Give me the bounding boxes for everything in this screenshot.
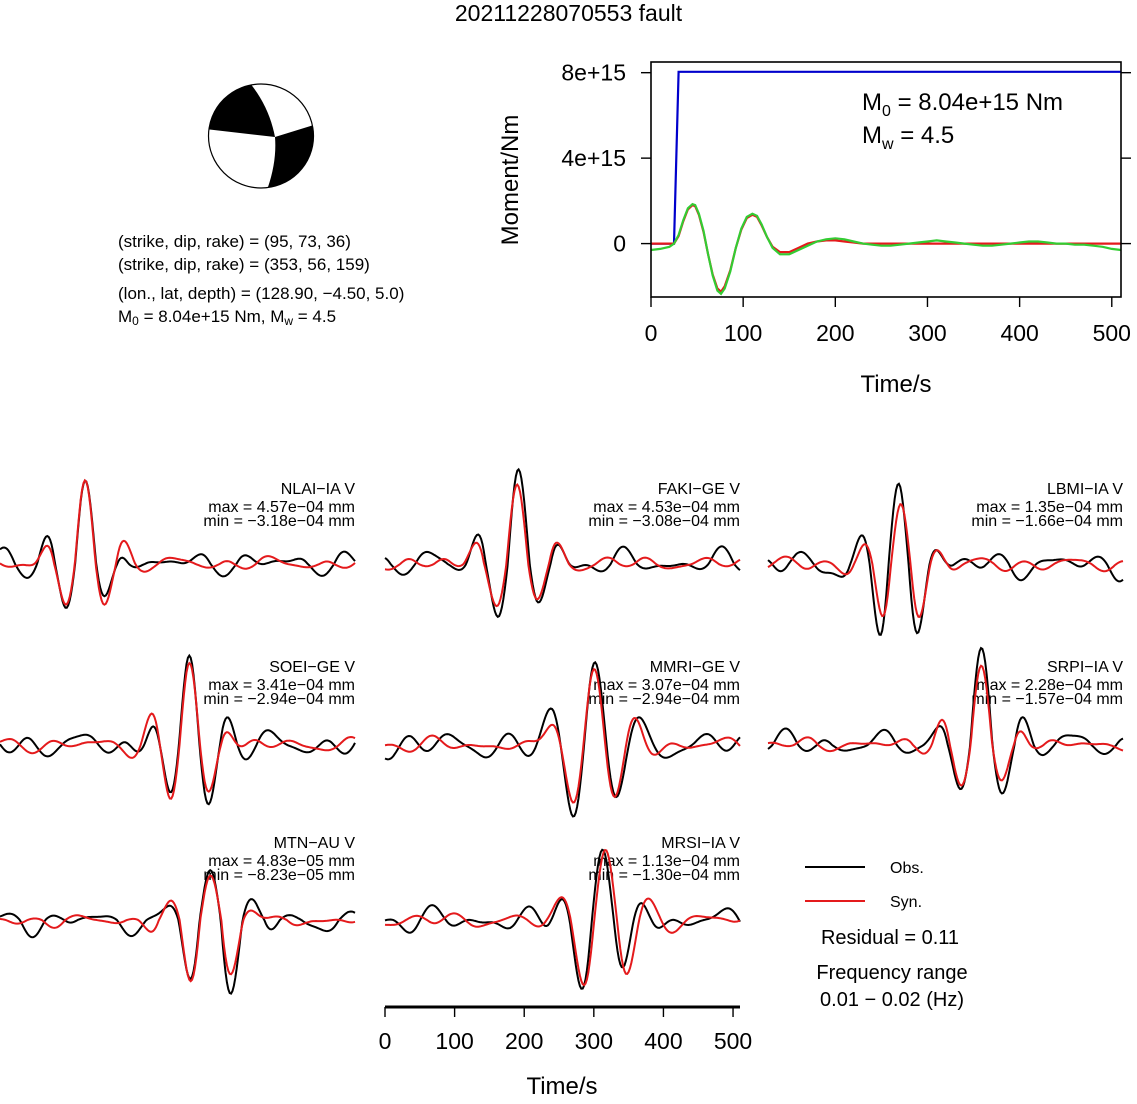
station-name: MTN−AU V: [274, 835, 356, 852]
x-tick-label: 0: [645, 320, 658, 346]
station-max: max = 2.28e−04 mm: [976, 677, 1123, 694]
location-depth: (lon., lat, depth) = (128.90, −4.50, 5.0…: [118, 284, 405, 303]
time-tick-label: 300: [575, 1028, 613, 1054]
fit-series-line: [650, 202, 1122, 296]
time-tick-label: 100: [435, 1028, 473, 1054]
y-tick-label: 4e+15: [561, 145, 626, 171]
time-tick-label: 0: [379, 1028, 392, 1054]
x-tick-label: 200: [816, 320, 854, 346]
residual-text: Residual = 0.11: [821, 927, 959, 949]
station-max: max = 4.53e−04 mm: [593, 499, 740, 516]
station-name: NLAI−IA V: [281, 481, 356, 498]
synthetic-waveform: [384, 848, 741, 987]
station-name: MRSI−IA V: [661, 835, 740, 852]
station-min: min = −3.18e−04 mm: [203, 513, 355, 530]
observed-waveform: [767, 646, 1124, 795]
legend-obs-label: Obs.: [890, 860, 924, 877]
station-min: min = −2.94e−04 mm: [588, 691, 740, 708]
synthetic-series-line: [651, 203, 1121, 294]
station-min: min = −1.57e−04 mm: [971, 691, 1123, 708]
station-min: min = −1.30e−04 mm: [588, 867, 740, 884]
station-min: min = −3.08e−04 mm: [588, 513, 740, 530]
x-tick-label: 300: [908, 320, 946, 346]
frequency-range-value: 0.01 − 0.02 (Hz): [820, 989, 964, 1011]
synthetic-waveform: [767, 664, 1124, 787]
y-tick-label: 8e+15: [561, 60, 626, 86]
moment-rate-chart: 0 100 200 300 400 500 0 4e+15 8e+15 Time/s Moment/…: [497, 60, 1131, 398]
m0-annotation: M0 = 8.04e+15 Nm: [862, 89, 1063, 120]
station-max: max = 3.07e−04 mm: [593, 677, 740, 694]
frequency-range-label: Frequency range: [816, 962, 967, 984]
station-min: min = −1.66e−04 mm: [971, 513, 1123, 530]
focal-mechanism-beachball: [207, 83, 315, 189]
station-max: max = 3.41e−04 mm: [208, 677, 355, 694]
moment-plot-frame: [650, 61, 1122, 298]
station-name: FAKI−GE V: [658, 481, 741, 498]
station-max: max = 1.35e−04 mm: [976, 499, 1123, 516]
station-max: max = 1.13e−04 mm: [593, 853, 740, 870]
x-tick-label: 100: [724, 320, 762, 346]
observed-waveform: [0, 868, 356, 995]
station-max: max = 4.57e−04 mm: [208, 499, 355, 516]
source-parameters: (strike, dip, rake) = (95, 73, 36) (stri…: [118, 230, 404, 333]
x-tick-label: 500: [1093, 320, 1131, 346]
time-tick-label: 400: [644, 1028, 682, 1054]
nodal-plane-1: (strike, dip, rake) = (95, 73, 36): [118, 232, 351, 251]
x-tick-label: 400: [1000, 320, 1038, 346]
station-name: MMRI−GE V: [650, 659, 741, 676]
time-tick-label: 500: [714, 1028, 752, 1054]
synthetic-waveform: [384, 667, 741, 804]
time-tick-label: 200: [505, 1028, 543, 1054]
station-min: min = −8.23e−05 mm: [203, 867, 355, 884]
time-axis-label: Time/s: [526, 1073, 597, 1100]
y-axis-label: Moment/Nm: [497, 115, 524, 246]
x-axis-label: Time/s: [860, 371, 931, 398]
station-name: LBMI−IA V: [1047, 481, 1123, 498]
y-tick-label: 0: [613, 231, 626, 257]
page-title: 20211228070553 fault: [454, 0, 683, 26]
station-name: SRPI−IA V: [1047, 659, 1123, 676]
station-name: SOEI−GE V: [269, 659, 355, 676]
moment-magnitude-line: M0 = 8.04e+15 Nm, Mw = 4.5: [118, 307, 337, 328]
mw-annotation: Mw = 4.5: [862, 122, 954, 153]
synthetic-waveform: [767, 502, 1124, 618]
legend-syn-label: Syn.: [890, 894, 922, 911]
synthetic-waveform: [0, 661, 356, 800]
synthetic-waveform: [384, 483, 741, 608]
synthetic-waveform: [0, 478, 356, 606]
station-min: min = −2.94e−04 mm: [203, 691, 355, 708]
station-max: max = 4.83e−05 mm: [208, 853, 355, 870]
nodal-plane-2: (strike, dip, rake) = (353, 56, 159): [118, 255, 370, 274]
synthetic-waveform: [0, 874, 356, 983]
